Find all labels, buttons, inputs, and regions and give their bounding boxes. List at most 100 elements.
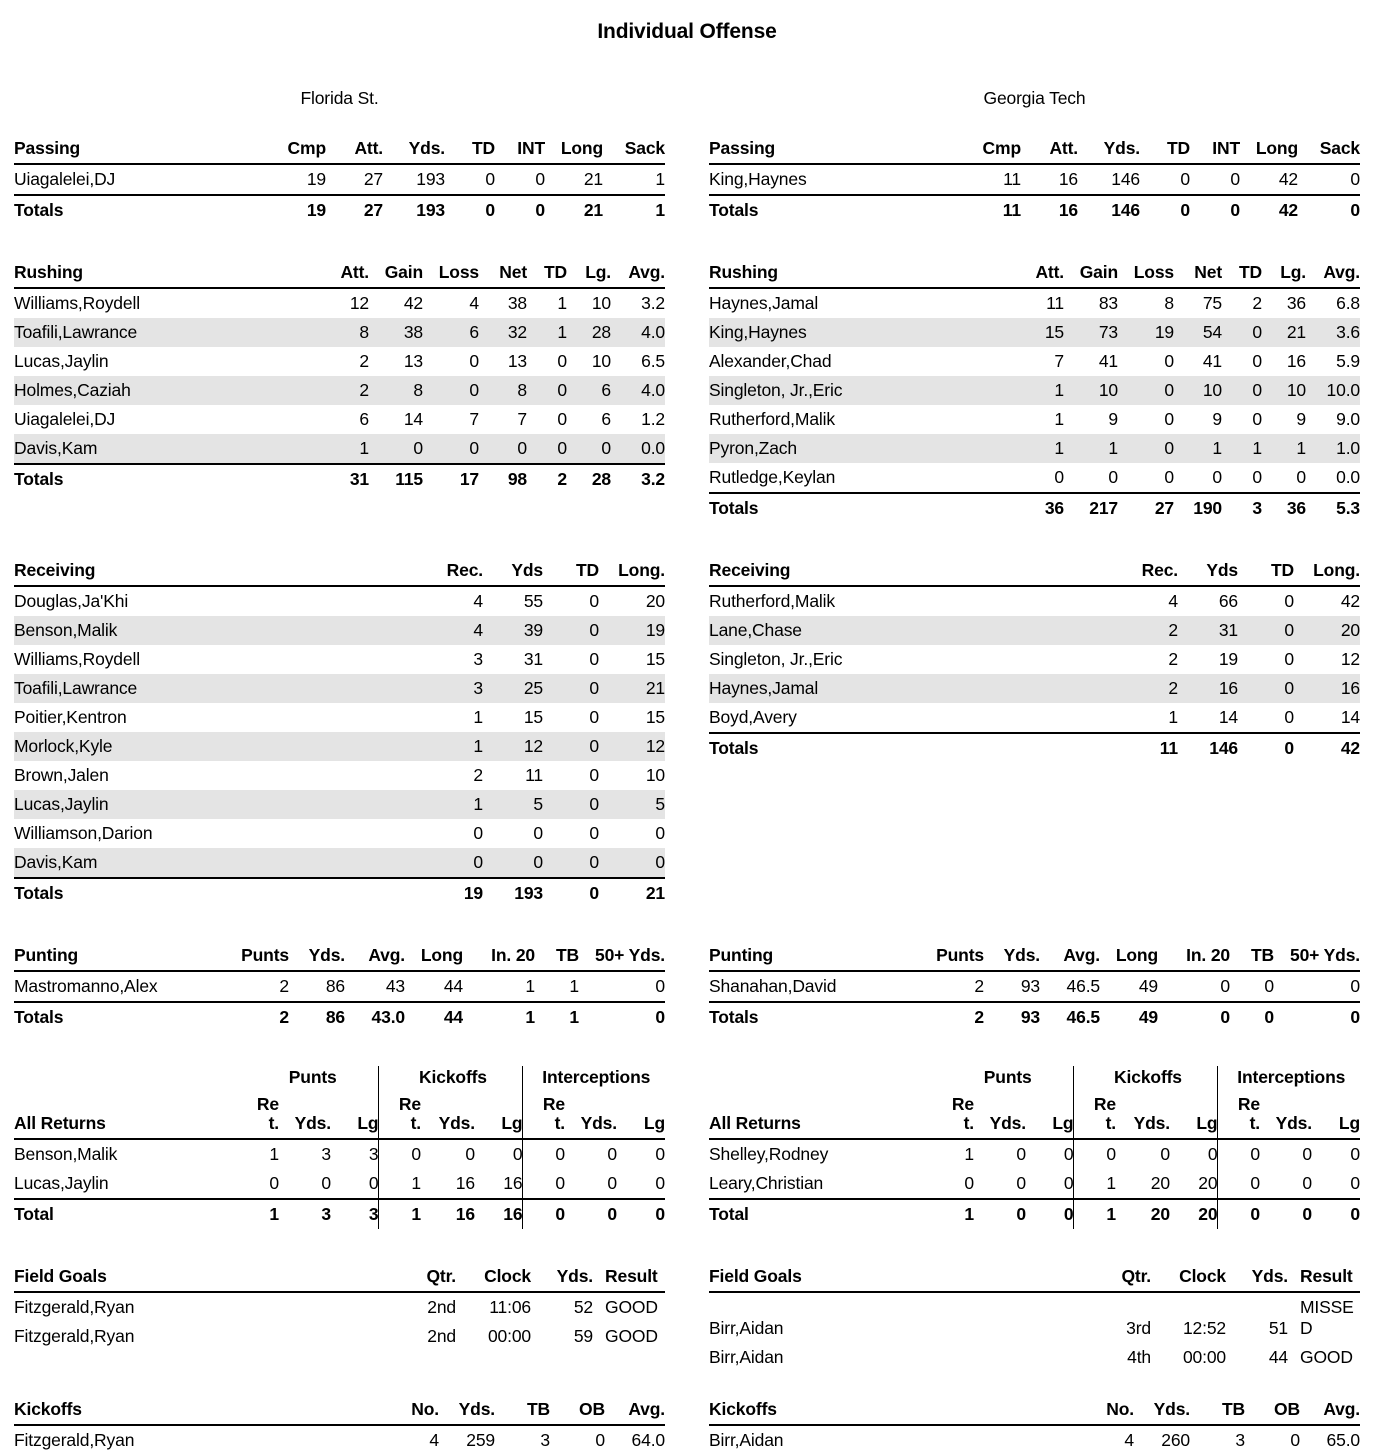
stat-value: 12: [349, 293, 369, 313]
stat-value: 0: [1073, 1138, 1116, 1169]
stat-value: 12:52: [1182, 1317, 1226, 1338]
player-name: Alexander,Chad: [709, 351, 832, 371]
stat-value: 3: [427, 674, 483, 703]
stat-value: 0: [423, 376, 479, 405]
stat-value: 0: [465, 1143, 475, 1164]
column-header: Yds.: [984, 942, 1040, 972]
totals-row: Totals 2 93 46.5 49 0 0 0: [709, 1001, 1360, 1032]
player-name: Uiagalelei,DJ: [14, 409, 116, 429]
column-header-row: All Returns Re t. Yds. Lg Re t. Yds. Lg Re t. Yd…: [14, 1091, 665, 1140]
stat-value: 0: [1063, 1143, 1074, 1164]
column-header: 50+ Yds.: [579, 942, 665, 972]
totals-row: Totals 36 217 27 190 3 36 5.3: [709, 492, 1360, 523]
stat-value: 0: [543, 674, 599, 703]
stat-value: 0: [543, 732, 599, 761]
table-label: All Returns: [14, 1091, 243, 1140]
stat-value: GOOD: [605, 1325, 658, 1346]
stat-value: 20: [645, 591, 665, 611]
stat-value: 32: [479, 318, 527, 347]
total-value: 0: [445, 194, 495, 225]
stat-value: 65.0: [1326, 1429, 1360, 1450]
stat-value: 9.0: [1336, 409, 1360, 429]
table-row: Brown,Jalen 2 11 0 10: [14, 761, 665, 790]
column-header: Lg: [1169, 1091, 1218, 1140]
column-header: Re t.: [378, 1091, 421, 1140]
column-header: Clock: [456, 1262, 531, 1293]
totals-label: Totals: [14, 1001, 225, 1032]
stat-value: 0: [473, 823, 483, 843]
total-value: 98: [479, 463, 527, 494]
totals-label: Totals: [709, 732, 1122, 763]
column-header: TD: [1238, 557, 1294, 587]
column-header: Att.: [1021, 135, 1078, 165]
player-name: Toafili,Lawrance: [14, 318, 317, 347]
total-value: 93: [984, 1001, 1040, 1032]
total-value: 44: [405, 1001, 463, 1032]
column-header: OB: [1245, 1395, 1300, 1426]
stat-value: 1: [1012, 434, 1064, 463]
field-goals-section: Field Goals Qtr. Clock Yds. Result Fitzgerald…: [14, 1262, 1360, 1372]
stat-value: 1: [427, 732, 483, 761]
total-value: 0: [579, 1001, 665, 1032]
stat-value: 0: [533, 823, 543, 843]
stat-value: 10: [1064, 376, 1118, 405]
total-value: 3: [330, 1197, 379, 1229]
column-header-row: Receiving Rec. Yds TD Long.: [14, 557, 665, 587]
column-header: TD: [1222, 259, 1262, 289]
stat-value: 0: [1063, 1172, 1074, 1193]
player-name: King,Haynes: [709, 169, 807, 189]
stat-value: 43: [385, 976, 405, 996]
kickoffs-section: Kickoffs No. Yds. TB OB Avg. Fitzgerald,Ryan 4 2…: [14, 1395, 1360, 1455]
stat-value: 31: [523, 649, 543, 669]
total-value: 49: [1100, 1001, 1158, 1032]
column-header: Avg.: [605, 1395, 665, 1426]
column-header: No.: [395, 1395, 439, 1426]
total-value: 146: [1078, 194, 1140, 225]
column-header: Loss: [423, 259, 479, 289]
player-name: Birr,Aidan: [709, 1317, 784, 1338]
stat-value: 0: [1054, 467, 1064, 487]
stat-value: 14: [1218, 707, 1238, 727]
column-header: TD: [543, 557, 599, 587]
stat-value: 4: [473, 591, 483, 611]
table-row: Rutherford,Malik 1 9 0 9 0 9 9.0: [709, 405, 1360, 434]
stat-value: 41: [1202, 351, 1222, 371]
stat-value: 0: [1217, 1168, 1260, 1199]
stat-value: 5: [483, 790, 543, 819]
stat-value: 1: [1054, 409, 1064, 429]
stat-value: 16: [503, 1172, 523, 1193]
column-header-row: Rushing Att. Gain Loss Net TD Lg. Avg.: [709, 259, 1360, 289]
group-header-row: Punts Kickoffs Interceptions: [14, 1066, 665, 1092]
total-value: 11: [1122, 732, 1178, 763]
stat-value: 0: [1264, 976, 1274, 996]
table-row: King,Haynes 11 16 146 0 0 42 0: [709, 164, 1360, 195]
stat-value: 1.0: [1306, 434, 1360, 463]
stat-value: 38: [507, 293, 527, 313]
stat-value: 1: [1012, 376, 1064, 405]
stat-value: 0: [1290, 1429, 1300, 1450]
stat-value: 1: [269, 1143, 279, 1164]
fsu-passing-table: Passing Cmp Att. Yds. TD INT Long Sack Uiagalele…: [14, 135, 665, 225]
column-header: Lg: [1311, 1091, 1360, 1140]
stat-value: 55: [523, 591, 543, 611]
stat-value: 0: [1238, 616, 1294, 645]
stat-value: 19: [599, 616, 665, 645]
column-header-row: Rushing Att. Gain Loss Net TD Lg. Avg.: [14, 259, 665, 289]
stat-value: 15: [645, 649, 665, 669]
group-header-spacer: [14, 1066, 243, 1092]
group-header-row: Punts Kickoffs Interceptions: [709, 1066, 1360, 1092]
total-value: 0: [1190, 194, 1240, 225]
stat-value: 0: [543, 790, 599, 819]
column-header: Lg: [616, 1091, 665, 1140]
column-header: Cmp: [963, 135, 1021, 165]
stat-value: 3rd: [1126, 1317, 1151, 1338]
column-header: 50+ Yds.: [1274, 942, 1360, 972]
table-row: Holmes,Caziah 2 8 0 8 0 6 4.0: [14, 376, 665, 405]
stat-value: 9: [1108, 409, 1118, 429]
total-value: 21: [599, 877, 665, 908]
column-header-row: Receiving Rec. Yds TD Long.: [709, 557, 1360, 587]
stat-value: 0: [1350, 1172, 1360, 1193]
total-value: 28: [567, 463, 611, 494]
table-row: Shanahan,David 2 93 46.5 49 0 0 0: [709, 971, 1360, 1002]
stat-value: 9: [1212, 409, 1222, 429]
